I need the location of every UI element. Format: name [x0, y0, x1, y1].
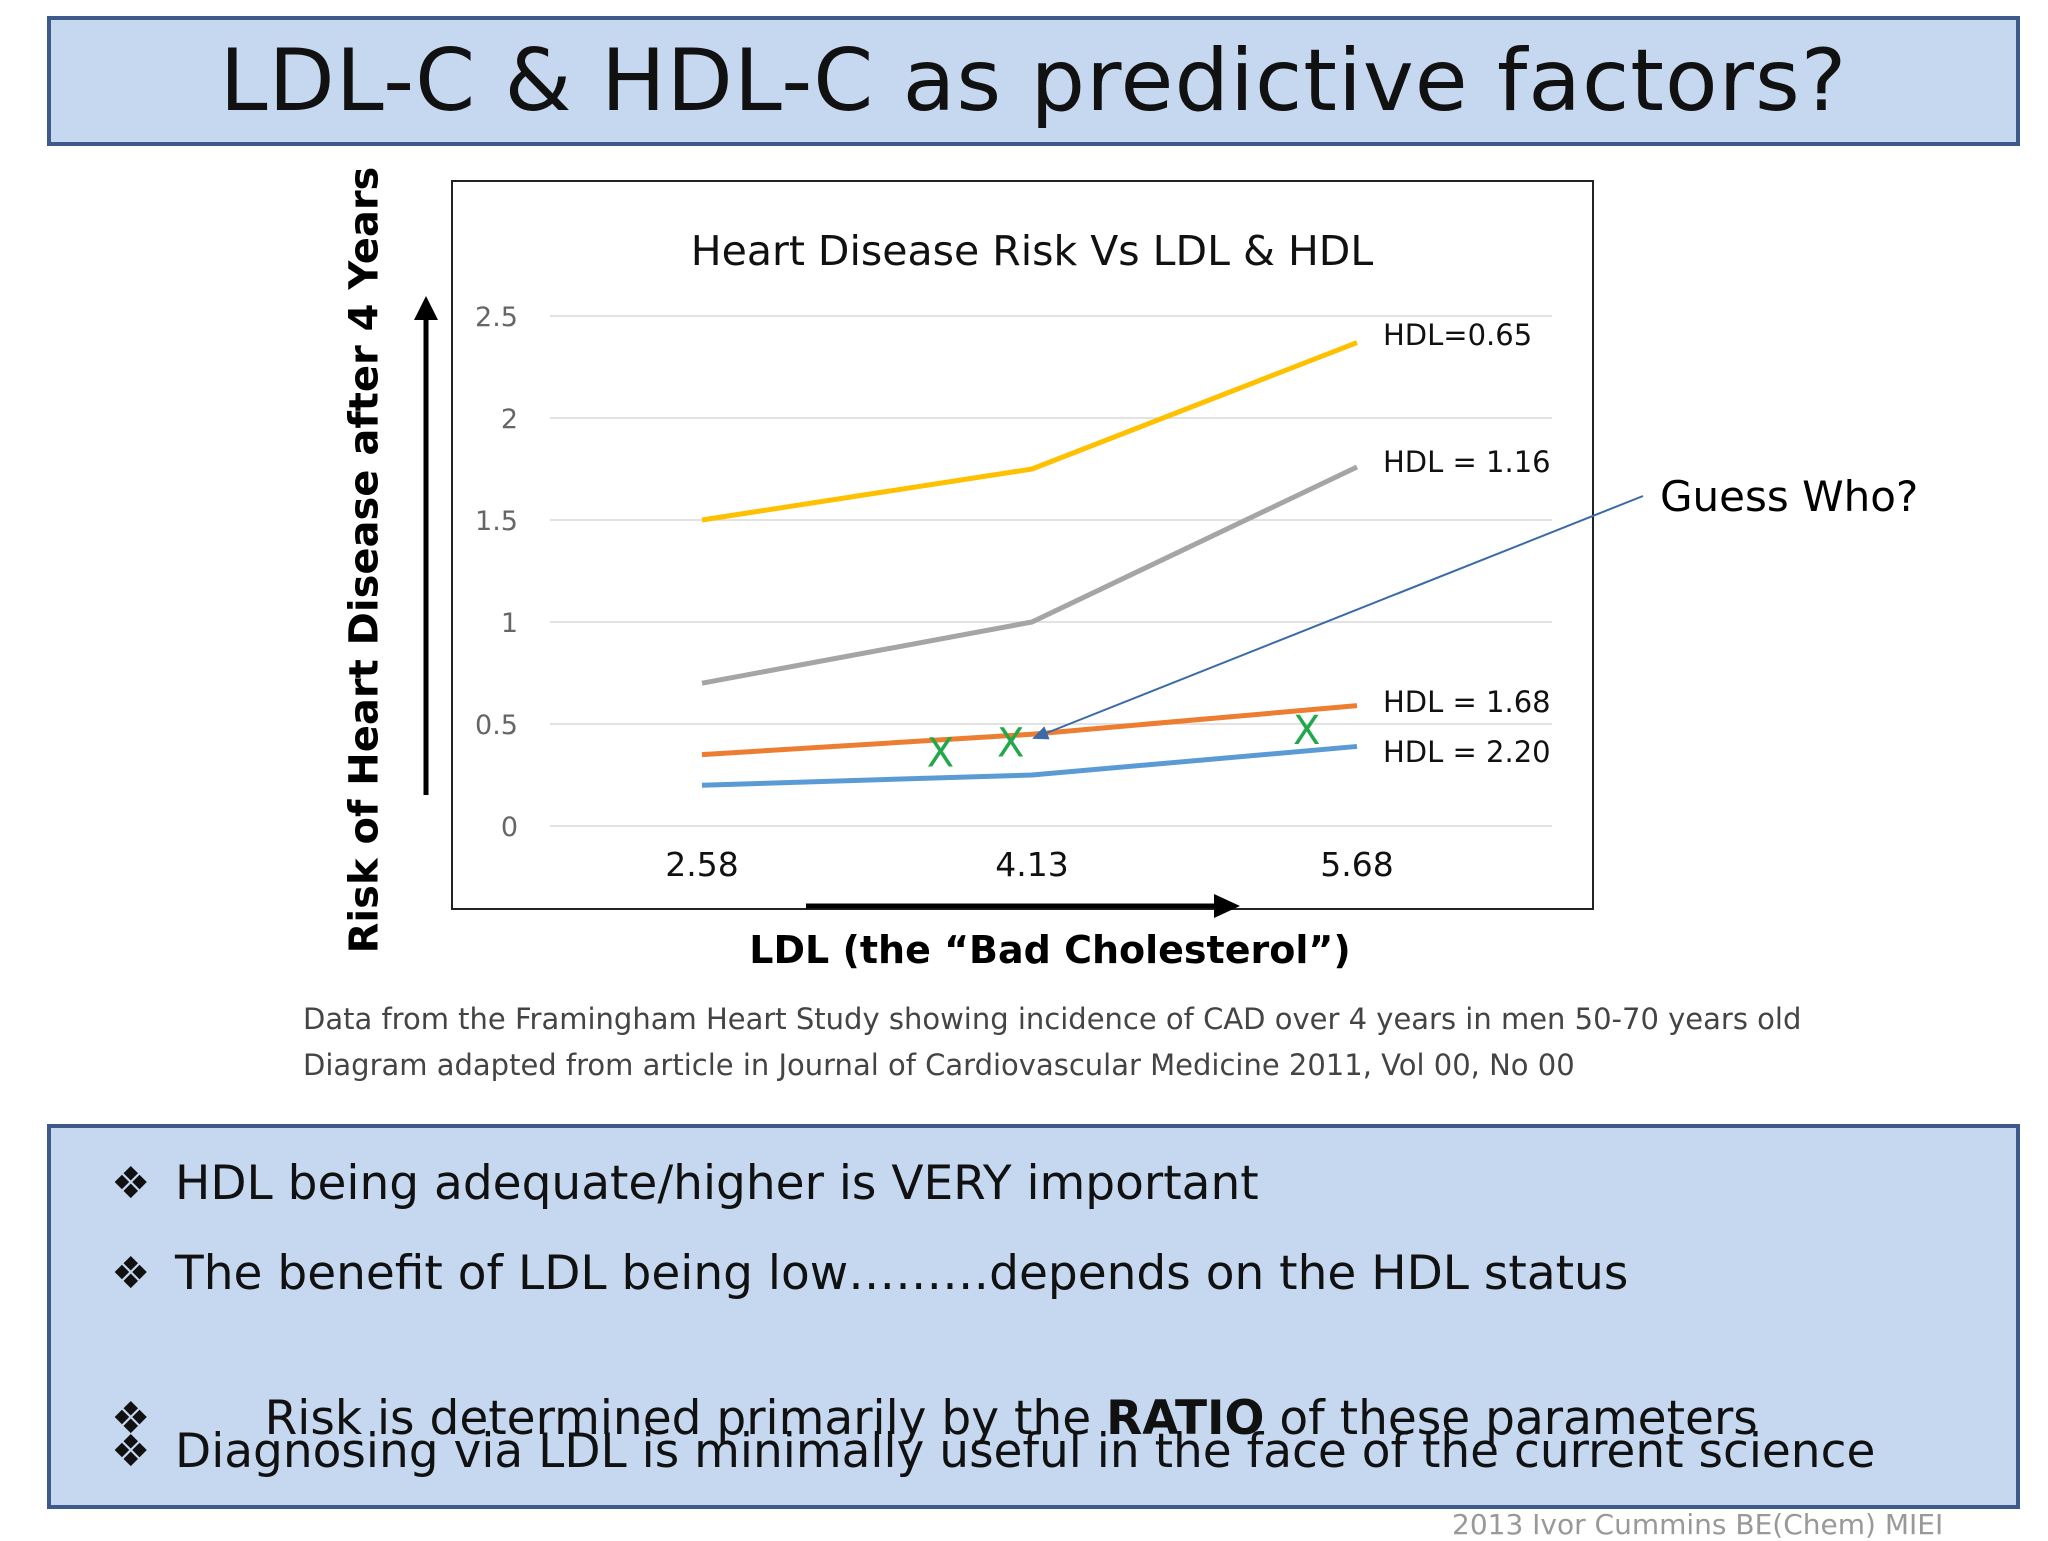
y-axis-arrow-head [414, 296, 438, 320]
series-label: HDL = 1.16 [1383, 445, 1551, 479]
summary-box: ❖ HDL being adequate/higher is VERY impo… [47, 1124, 2020, 1509]
x-axis-label: LDL (the “Bad Cholesterol”) [620, 928, 1480, 972]
source-note-1: Data from the Framingham Heart Study sho… [303, 1002, 1803, 1036]
callout-arrow [1034, 496, 1643, 738]
diamond-bullet-icon: ❖ [111, 1248, 151, 1299]
diamond-bullet-icon: ❖ [111, 1158, 151, 1209]
y-tick-label: 1.5 [475, 506, 518, 537]
callout-text: Guess Who? [1660, 472, 1918, 521]
bullet-4: ❖ Diagnosing via LDL is minimally useful… [111, 1424, 1875, 1479]
series-line [702, 467, 1357, 683]
y-tick-label: 0 [501, 812, 518, 843]
bullet-2-text: The benefit of LDL being low………depends o… [175, 1246, 1628, 1301]
x-marker: X [997, 720, 1024, 766]
x-axis-arrow-head [1214, 894, 1240, 918]
source-note-2: Diagram adapted from article in Journal … [303, 1048, 1803, 1082]
series-line [702, 746, 1357, 785]
y-tick-label: 2.5 [475, 302, 518, 333]
y-tick-label: 0.5 [475, 710, 518, 741]
x-tick-label: 2.58 [665, 845, 738, 884]
bullet-1-text: HDL being adequate/higher is VERY import… [175, 1156, 1259, 1211]
series-label: HDL = 1.68 [1383, 685, 1551, 719]
bullet-1: ❖ HDL being adequate/higher is VERY impo… [111, 1156, 1259, 1211]
x-tick-label: 4.13 [995, 845, 1068, 884]
y-tick-label: 1 [501, 608, 518, 639]
chart-title: Heart Disease Risk Vs LDL & HDL [691, 227, 1374, 275]
y-tick-label: 2 [501, 404, 518, 435]
series-line [702, 706, 1357, 755]
x-tick-label: 5.68 [1320, 845, 1393, 884]
bullet-2: ❖ The benefit of LDL being low………depends… [111, 1246, 1628, 1301]
series-line [702, 343, 1357, 520]
series-label: HDL=0.65 [1383, 318, 1532, 352]
series-label: HDL = 2.20 [1383, 735, 1551, 769]
copyright: 2013 Ivor Cummins BE(Chem) MIEI [1452, 1508, 1943, 1541]
bullet-4-text: Diagnosing via LDL is minimally useful i… [175, 1424, 1875, 1479]
diamond-bullet-icon: ❖ [111, 1426, 151, 1477]
x-marker: X [927, 731, 954, 777]
x-marker: X [1293, 708, 1320, 754]
